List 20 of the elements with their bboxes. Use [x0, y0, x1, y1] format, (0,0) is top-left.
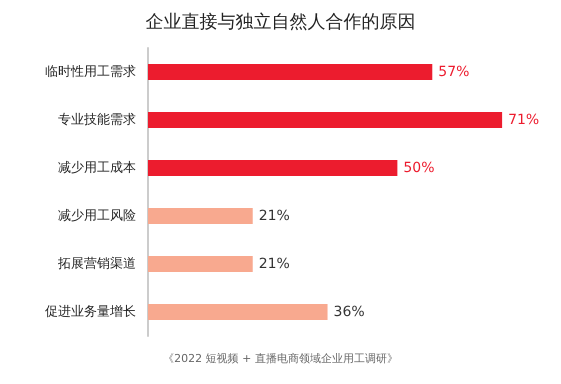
data-label: 57%	[438, 64, 470, 80]
data-label: 21%	[258, 208, 290, 224]
bar	[148, 112, 502, 128]
y-tick-label: 拓展营销渠道	[57, 256, 136, 272]
y-tick-label: 临时性用工需求	[45, 64, 136, 80]
data-label: 36%	[334, 304, 365, 320]
data-label: 21%	[258, 256, 290, 272]
y-tick-label: 专业技能需求	[58, 112, 136, 128]
bar	[148, 160, 398, 176]
chart-title: 企业直接与独立自然人合作的原因	[146, 12, 416, 32]
bar	[148, 256, 253, 272]
y-tick-label: 促进业务量增长	[45, 304, 136, 320]
text: 《2022 短视频 + 直播电商领域企业用工调研》	[163, 352, 398, 365]
data-label: 50%	[403, 160, 434, 176]
y-tick-label: 减少用工成本	[58, 160, 136, 176]
y-tick-label: 减少用工风险	[58, 208, 136, 224]
bar	[148, 64, 432, 80]
bar	[148, 304, 328, 320]
bar	[148, 208, 253, 224]
data-label: 71%	[508, 112, 540, 128]
